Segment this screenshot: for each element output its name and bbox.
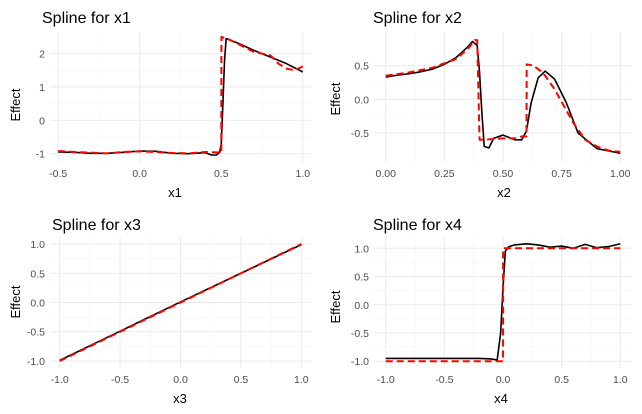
y-tick-label: 0: [39, 115, 45, 127]
y-tick-label: -1.0: [351, 356, 369, 368]
x-tick-label: 0.00: [376, 168, 397, 180]
plot-area-4: -1.0 -0.5 0.0 0.5 1.0 -1.0 -0.5 0.0 0.5 1.0: [351, 237, 632, 386]
y-tick-label: 0.0: [30, 298, 45, 310]
y-tick-label: 0.5: [354, 61, 369, 73]
x-tick-label: 1.0: [296, 168, 311, 180]
x-axis-label: x4: [494, 391, 508, 406]
y-tick-label: -0.5: [351, 328, 369, 340]
panel-spline-x1: Spline for x1 x1 Effect: [8, 10, 182, 200]
plot-area-2: 0.00 0.25 0.50 0.75 1.00 -0.5 0.0 0.5: [351, 32, 632, 180]
y-tick-label: 1.0: [30, 239, 45, 251]
x-tick-label: 0.0: [132, 168, 147, 180]
x-tick-label: 0.5: [214, 168, 229, 180]
y-tick-label: 0.0: [354, 300, 369, 312]
y-tick-label: 1.0: [354, 243, 369, 255]
y-tick-label: -0.5: [351, 128, 369, 140]
panel-spline-x4: Spline for x4 x4 Effect: [328, 217, 508, 406]
y-tick-label: 0.5: [354, 272, 369, 284]
y-tick-label: 0.0: [354, 94, 369, 106]
y-tick-label: -1: [36, 149, 45, 161]
x-tick-label: -1.0: [51, 374, 69, 386]
panel-title: Spline for x2: [373, 10, 462, 27]
plot-area-1: -0.5 0.0 0.5 1.0 -1 0 1 2: [36, 32, 311, 180]
x-tick-label: 0.50: [493, 168, 514, 180]
plot-layer: -0.5 0.0 0.5 1.0 -1 0 1 2 0.00 0.25 0.50 0.75 1.00 -0…: [27, 32, 632, 386]
x-axis-label: x3: [173, 391, 187, 406]
x-axis-label: x1: [168, 185, 182, 200]
panel-title: Spline for x3: [52, 217, 141, 234]
panel-title: Spline for x4: [373, 217, 462, 234]
y-tick-label: -1.0: [27, 356, 45, 368]
y-tick-label: 2: [39, 49, 45, 61]
panel-title: Spline for x1: [42, 10, 131, 27]
true-function-line: [385, 247, 621, 363]
fitted-spline-line: [385, 242, 621, 361]
x-axis-label: x2: [497, 185, 511, 200]
x-tick-label: 0.0: [496, 374, 511, 386]
x-tick-label: 0.0: [173, 374, 188, 386]
true-function-line: [58, 36, 304, 155]
x-tick-label: 0.5: [554, 374, 569, 386]
panel-spline-x2: Spline for x2 x2 Effect: [328, 10, 511, 200]
y-axis-label: Effect: [328, 290, 343, 323]
true-function-line: [59, 243, 302, 362]
x-tick-label: 0.5: [234, 374, 249, 386]
x-tick-label: -1.0: [377, 374, 395, 386]
y-tick-label: 0.5: [30, 268, 45, 280]
x-tick-label: 0.75: [551, 168, 572, 180]
y-tick-label: -0.5: [27, 327, 45, 339]
y-axis-label: Effect: [8, 88, 23, 121]
x-tick-label: -0.5: [435, 374, 453, 386]
x-tick-label: -0.5: [49, 168, 67, 180]
x-tick-label: 0.25: [434, 168, 455, 180]
y-axis-label: Effect: [328, 82, 343, 115]
true-function-line: [385, 39, 621, 153]
y-axis-label: Effect: [8, 285, 23, 318]
x-tick-label: -0.5: [111, 374, 129, 386]
y-tick-label: 1: [39, 82, 45, 94]
x-tick-label: 1.00: [610, 168, 631, 180]
x-tick-label: 1.0: [294, 374, 309, 386]
panel-spline-x3: Spline for x3 x3 Effect: [8, 217, 187, 406]
plot-area-3: -1.0 -0.5 0.0 0.5 1.0 -1.0 -0.5 0.0 0.5 1.0: [27, 237, 311, 386]
fitted-spline-line: [385, 40, 621, 155]
x-tick-label: 1.0: [613, 374, 628, 386]
